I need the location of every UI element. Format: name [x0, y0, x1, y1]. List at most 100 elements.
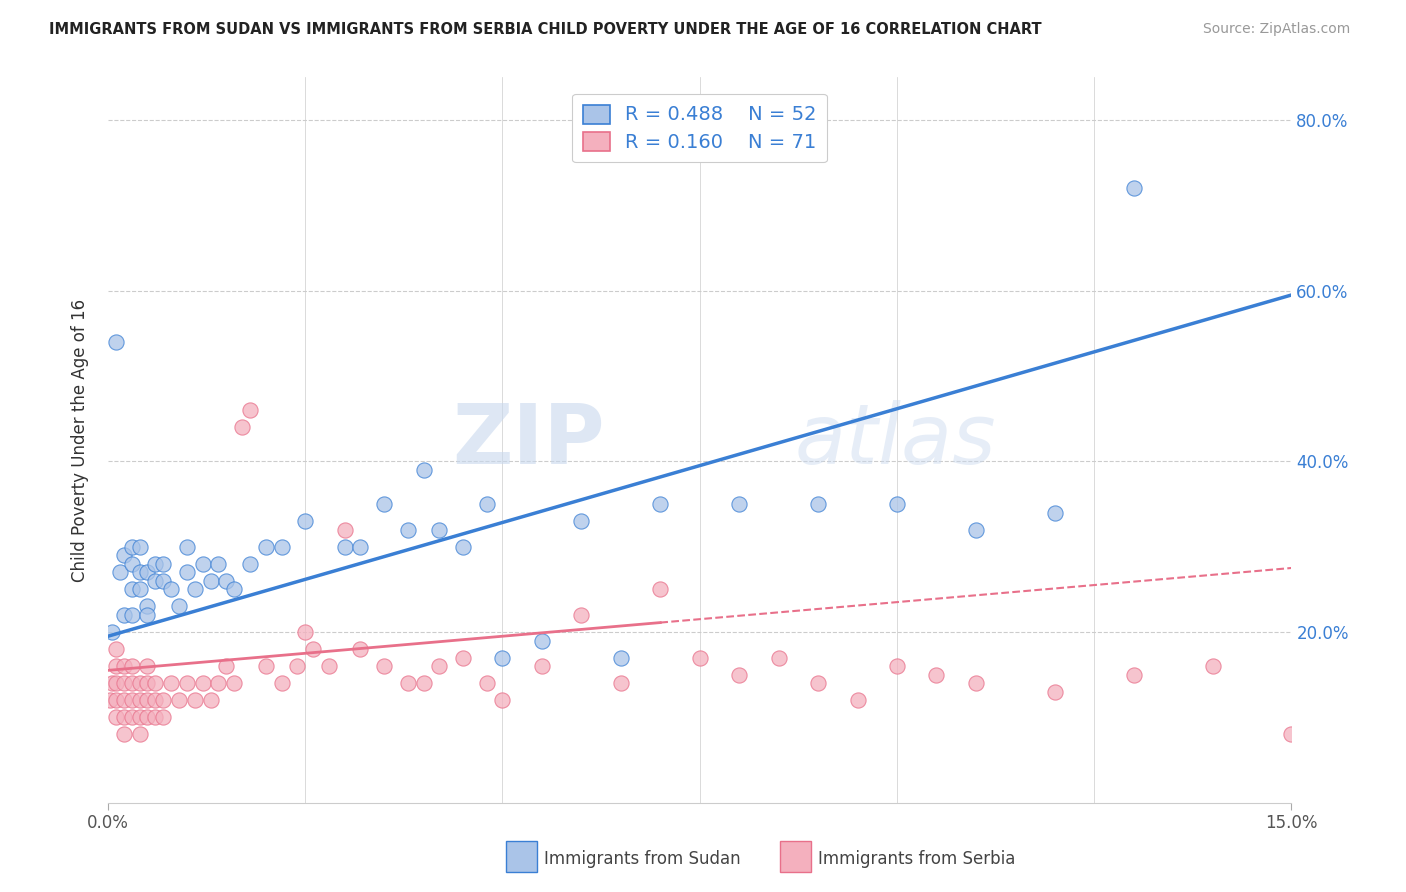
Point [475, 676, 498, 690]
Point [184, 582, 207, 597]
Point [121, 676, 143, 690]
Point [451, 650, 474, 665]
Point [167, 693, 190, 707]
Point [427, 523, 450, 537]
Point [101, 676, 124, 690]
Point [886, 497, 908, 511]
Point [207, 676, 229, 690]
Point [143, 676, 166, 690]
Point [112, 659, 135, 673]
Point [302, 642, 325, 657]
Point [239, 403, 262, 417]
Point [224, 582, 246, 597]
Point [121, 540, 143, 554]
Point [191, 676, 214, 690]
Point [610, 650, 633, 665]
Point [152, 693, 174, 707]
Point [728, 497, 751, 511]
Point [104, 659, 127, 673]
Point [215, 574, 238, 588]
Point [136, 676, 159, 690]
Point [112, 607, 135, 622]
Legend: R = 0.488    N = 52, R = 0.160    N = 71: R = 0.488 N = 52, R = 0.160 N = 71 [572, 94, 827, 162]
Point [689, 650, 711, 665]
Point [136, 710, 159, 724]
Point [530, 659, 553, 673]
Point [136, 566, 159, 580]
Point [152, 710, 174, 724]
Point [121, 693, 143, 707]
Point [965, 523, 987, 537]
Point [136, 693, 159, 707]
Point [128, 727, 150, 741]
Point [104, 693, 127, 707]
Point [215, 659, 238, 673]
Point [491, 650, 513, 665]
Point [270, 676, 292, 690]
Text: IMMIGRANTS FROM SUDAN VS IMMIGRANTS FROM SERBIA CHILD POVERTY UNDER THE AGE OF 1: IMMIGRANTS FROM SUDAN VS IMMIGRANTS FROM… [49, 22, 1042, 37]
Point [160, 676, 183, 690]
Point [373, 659, 395, 673]
Point [427, 659, 450, 673]
Point [200, 574, 222, 588]
Point [143, 693, 166, 707]
Point [491, 693, 513, 707]
Point [1281, 727, 1303, 741]
Point [167, 599, 190, 614]
Point [1122, 667, 1144, 681]
Point [846, 693, 869, 707]
Point [285, 659, 308, 673]
Point [1122, 181, 1144, 195]
Point [98, 693, 121, 707]
Point [807, 497, 830, 511]
Point [136, 607, 159, 622]
Point [396, 676, 419, 690]
Point [128, 693, 150, 707]
Point [768, 650, 790, 665]
Point [104, 710, 127, 724]
Point [1043, 506, 1066, 520]
Point [121, 710, 143, 724]
Point [104, 642, 127, 657]
Point [650, 497, 672, 511]
Point [128, 582, 150, 597]
Text: ZIP: ZIP [453, 400, 605, 481]
Point [610, 676, 633, 690]
Point [373, 497, 395, 511]
Y-axis label: Child Poverty Under the Age of 16: Child Poverty Under the Age of 16 [72, 299, 89, 582]
Text: atlas: atlas [794, 400, 995, 481]
Point [128, 566, 150, 580]
Point [152, 574, 174, 588]
Point [270, 540, 292, 554]
Point [143, 710, 166, 724]
Point [176, 566, 198, 580]
Point [143, 574, 166, 588]
Point [104, 676, 127, 690]
Point [207, 557, 229, 571]
Point [104, 334, 127, 349]
Point [121, 607, 143, 622]
Point [475, 497, 498, 511]
Point [1043, 684, 1066, 698]
Point [396, 523, 419, 537]
Point [239, 557, 262, 571]
Point [112, 548, 135, 562]
Point [224, 676, 246, 690]
Point [160, 582, 183, 597]
Point [101, 624, 124, 639]
Point [318, 659, 340, 673]
Point [650, 582, 672, 597]
Point [451, 540, 474, 554]
Point [176, 540, 198, 554]
Point [294, 514, 316, 528]
Point [152, 557, 174, 571]
Point [807, 676, 830, 690]
Point [136, 659, 159, 673]
Point [349, 642, 371, 657]
Text: Immigrants from Serbia: Immigrants from Serbia [818, 850, 1015, 868]
Point [965, 676, 987, 690]
Point [231, 420, 253, 434]
Point [254, 540, 277, 554]
Point [184, 693, 207, 707]
Point [121, 557, 143, 571]
